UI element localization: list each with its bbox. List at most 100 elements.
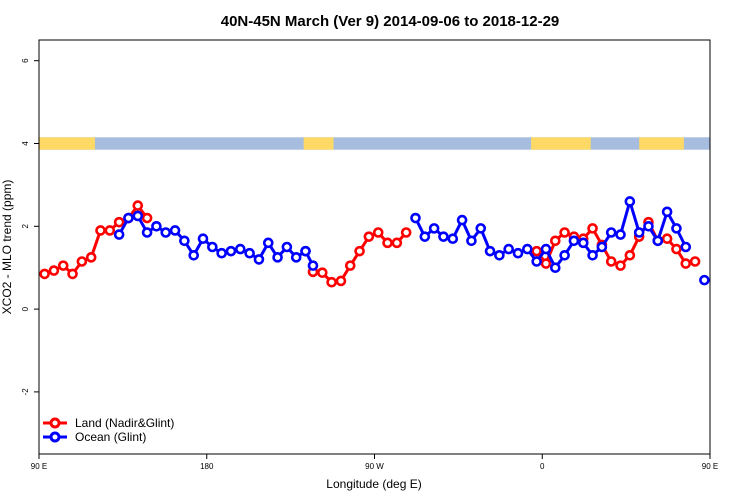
ocean-point bbox=[671, 223, 682, 234]
land-point bbox=[661, 233, 673, 245]
land-point bbox=[39, 268, 50, 280]
land-point bbox=[400, 227, 412, 238]
land-line-3 bbox=[732, 206, 750, 274]
ocean-point bbox=[605, 227, 617, 238]
land-point bbox=[76, 256, 88, 267]
land-point bbox=[391, 237, 403, 249]
ocean-point bbox=[531, 256, 542, 267]
land-band-2 bbox=[531, 137, 591, 150]
y-tick-label: 6 bbox=[21, 58, 30, 63]
ocean-point bbox=[197, 233, 209, 245]
ocean-point bbox=[624, 196, 636, 207]
land-ocean-mask-band bbox=[39, 137, 750, 150]
ocean-point bbox=[410, 212, 421, 224]
ocean-point bbox=[235, 243, 246, 255]
land-point bbox=[738, 267, 746, 275]
land-point bbox=[615, 260, 626, 271]
ocean-point bbox=[503, 243, 515, 255]
legend-ocean-marker bbox=[49, 431, 61, 443]
land-point bbox=[549, 235, 561, 247]
ocean-point bbox=[643, 221, 654, 232]
land-band-3 bbox=[639, 137, 684, 150]
land-point bbox=[689, 256, 701, 267]
ocean-point bbox=[169, 225, 181, 236]
land-point bbox=[95, 225, 106, 236]
ocean-point bbox=[596, 241, 608, 253]
land-point bbox=[344, 260, 356, 271]
ocean-point bbox=[549, 262, 561, 274]
ocean-point bbox=[281, 241, 293, 253]
land-point bbox=[382, 237, 393, 249]
chart-title: 40N-45N March (Ver 9) 2014-09-06 to 2018… bbox=[221, 13, 560, 30]
ocean-point bbox=[522, 243, 533, 255]
land-point bbox=[354, 245, 365, 257]
ocean-point bbox=[225, 245, 237, 257]
ocean-point bbox=[160, 227, 172, 238]
ocean-point bbox=[652, 235, 664, 247]
y-axis-ticks: -2 0 2 4 6 bbox=[21, 58, 39, 396]
ocean-point bbox=[113, 229, 125, 240]
y-tick-label: -2 bbox=[21, 388, 30, 396]
ocean-point bbox=[438, 231, 449, 242]
y-tick-label: 4 bbox=[21, 141, 30, 146]
y-axis-label: XCO2 - MLO trend (ppm) bbox=[0, 180, 14, 315]
x-tick-label: 90 E bbox=[702, 462, 718, 471]
land-point bbox=[326, 276, 337, 288]
land-point bbox=[85, 252, 97, 263]
ocean-point bbox=[661, 206, 673, 218]
land-point bbox=[141, 212, 153, 224]
ocean-point bbox=[512, 247, 524, 259]
ocean-point bbox=[419, 231, 431, 242]
ocean-line-3 bbox=[656, 210, 688, 248]
x-tick-label: 0 bbox=[540, 462, 545, 471]
land-band-4 bbox=[731, 137, 750, 149]
land-point bbox=[363, 231, 375, 242]
ocean-point bbox=[216, 247, 227, 259]
ocean-point bbox=[290, 252, 302, 263]
ocean-point bbox=[253, 254, 265, 265]
land-band-0 bbox=[39, 137, 95, 150]
land-point bbox=[540, 258, 552, 269]
land-point bbox=[132, 200, 144, 211]
land-point bbox=[113, 216, 125, 228]
ocean-point bbox=[132, 210, 144, 222]
ocean-point bbox=[475, 223, 487, 234]
ocean-band bbox=[39, 137, 710, 150]
ocean-point bbox=[300, 245, 311, 257]
land-point bbox=[605, 256, 617, 267]
ocean-point bbox=[494, 249, 505, 261]
ocean-point bbox=[615, 229, 626, 240]
land-point bbox=[57, 260, 69, 271]
ocean-point bbox=[633, 227, 645, 238]
land-point bbox=[48, 265, 60, 276]
land-point bbox=[559, 227, 570, 238]
land-point bbox=[587, 223, 598, 234]
ocean-point bbox=[447, 233, 459, 245]
land-point bbox=[671, 243, 682, 255]
x-axis-ticks: 90 E 180 90 W 0 90 E bbox=[31, 454, 718, 471]
land-point bbox=[104, 225, 116, 236]
ocean-point bbox=[123, 212, 134, 224]
ocean-point bbox=[559, 249, 570, 261]
series-group bbox=[39, 196, 750, 288]
ocean-point bbox=[207, 241, 218, 253]
y-tick-label: 2 bbox=[21, 224, 30, 229]
ocean-point bbox=[272, 252, 283, 263]
ocean-point bbox=[262, 237, 274, 249]
ocean-point bbox=[428, 223, 440, 234]
ocean-point bbox=[151, 221, 162, 232]
ocean-point bbox=[188, 249, 200, 261]
ocean-point bbox=[699, 274, 710, 286]
ocean-point bbox=[484, 245, 496, 257]
x-tick-label: 90 E bbox=[31, 462, 47, 471]
legend-land-marker bbox=[49, 417, 61, 429]
ocean-point bbox=[540, 243, 552, 255]
land-point bbox=[317, 267, 328, 278]
legend-land-label: Land (Nadir&Glint) bbox=[75, 416, 174, 430]
ocean-point bbox=[244, 247, 255, 259]
ocean-point bbox=[587, 249, 598, 261]
land-point bbox=[335, 275, 347, 287]
land-point bbox=[680, 258, 692, 269]
legend: Land (Nadir&Glint) Ocean (Glint) bbox=[43, 416, 174, 444]
